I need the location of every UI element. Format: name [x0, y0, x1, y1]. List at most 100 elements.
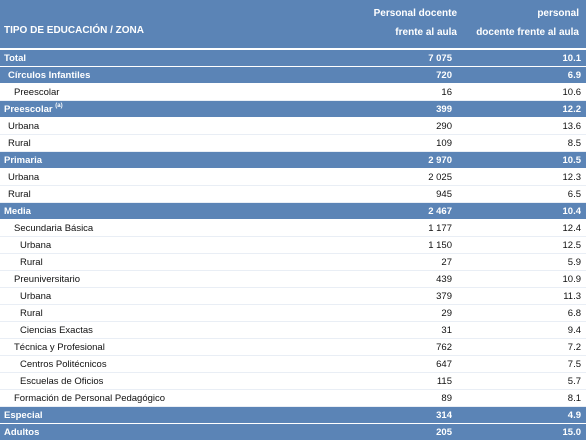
table-row: Urbana 290 13.6	[0, 118, 586, 135]
row-personal-docente: 29	[441, 307, 452, 319]
row-label: Rural	[20, 256, 43, 268]
row-label-cell: Urbana	[0, 121, 322, 132]
table-header: TIPO DE EDUCACIÓN / ZONA Personal docent…	[0, 0, 586, 50]
row-label-cell: Media	[0, 206, 322, 217]
row-label: Urbana	[20, 290, 52, 302]
table-row: Rural 29 6.8	[0, 305, 586, 322]
table-row: Primaria 2 970 10.5	[0, 152, 586, 169]
table-row: Rural 109 8.5	[0, 135, 586, 152]
row-label: Urbana	[8, 171, 40, 183]
row-label-cell: Ciencias Exactas	[0, 325, 322, 336]
row-personal-docente: 205	[436, 426, 452, 438]
row-label: Ciencias Exactas	[20, 324, 93, 336]
row-relacion-alumno-docente: 5.9	[567, 256, 581, 268]
row-label: Preuniversitario	[14, 273, 80, 285]
row-personal-docente: 647	[436, 358, 452, 370]
row-relacion-alumno-docente: 7.5	[567, 358, 581, 370]
row-label: Rural	[20, 307, 43, 319]
row-relacion-alumno-docente: 10.1	[562, 52, 582, 64]
row-label: Primaria	[4, 154, 43, 166]
row-relacion-alumno-docente: 12.2	[562, 103, 582, 115]
row-personal-docente: 379	[436, 290, 452, 302]
row-relacion-alumno-docente: 6.8	[567, 307, 581, 319]
table-row: Preuniversitario 439 10.9	[0, 271, 586, 288]
row-label-cell: Rural	[0, 308, 322, 319]
row-personal-docente: 439	[436, 273, 452, 285]
table-row: Rural 27 5.9	[0, 254, 586, 271]
row-relacion-alumno-docente: 12.3	[562, 171, 582, 183]
row-relacion-alumno-docente: 7.2	[567, 341, 581, 353]
header-relacion-line1: Relación alumno/ personal	[537, 8, 579, 19]
row-personal-docente: 27	[441, 256, 452, 268]
table-row: Ciencias Exactas 31 9.4	[0, 322, 586, 339]
header-personal-docente-line2: frente al aula	[395, 27, 457, 38]
row-label-cell: Urbana	[0, 172, 322, 183]
row-label-cell: Adultos	[0, 427, 322, 438]
row-personal-docente: 762	[436, 341, 452, 353]
row-personal-docente: 109	[436, 137, 452, 149]
row-label: Urbana	[8, 120, 40, 132]
table-row: Preescolar 16 10.6	[0, 84, 586, 101]
row-relacion-alumno-docente: 6.5	[567, 188, 581, 200]
row-relacion-alumno-docente: 12.4	[562, 222, 582, 234]
row-label-cell: Círculos Infantiles	[0, 70, 322, 81]
table-row: Media 2 467 10.4	[0, 203, 586, 220]
row-relacion-alumno-docente: 12.5	[562, 239, 582, 251]
row-relacion-alumno-docente: 10.9	[562, 273, 582, 285]
row-footnote-marker: (a)	[55, 102, 63, 109]
row-label-cell: Técnica y Profesional	[0, 342, 322, 353]
row-relacion-alumno-docente: 10.6	[562, 86, 582, 98]
header-relacion-line2: docente frente al aula	[476, 27, 579, 38]
row-personal-docente: 314	[436, 409, 452, 421]
row-label-cell: Preescolar	[0, 87, 322, 98]
header-relacion-alumno-docente: Relación alumno/ personal docente frente…	[457, 0, 584, 48]
row-label: Escuelas de Oficios	[20, 375, 104, 387]
table-row: Rural 945 6.5	[0, 186, 586, 203]
table-row: Preescolar (a) 399 12.2	[0, 101, 586, 118]
row-personal-docente: 89	[441, 392, 452, 404]
row-relacion-alumno-docente: 13.6	[562, 120, 582, 132]
row-label: Secundaria Básica	[14, 222, 94, 234]
row-personal-docente: 399	[436, 103, 452, 115]
row-label-cell: Urbana	[0, 240, 322, 251]
table-row: Adultos 205 15.0	[0, 424, 586, 441]
table-row: Escuelas de Oficios 115 5.7	[0, 373, 586, 390]
row-label-cell: Rural	[0, 189, 322, 200]
row-relacion-alumno-docente: 15.0	[562, 426, 582, 438]
row-personal-docente: 2 467	[428, 205, 452, 217]
table-row: Secundaria Básica 1 177 12.4	[0, 220, 586, 237]
row-label: Formación de Personal Pedagógico	[14, 392, 166, 404]
row-label-cell: Primaria	[0, 155, 322, 166]
table-body: Total 7 075 10.1 Círculos Infantiles 720 6.9 P…	[0, 50, 586, 441]
table-row: Técnica y Profesional 762 7.2	[0, 339, 586, 356]
row-personal-docente: 115	[436, 375, 452, 387]
table-row: Especial 314 4.9	[0, 407, 586, 424]
row-relacion-alumno-docente: 10.5	[562, 154, 582, 166]
row-label: Círculos Infantiles	[8, 69, 91, 81]
row-relacion-alumno-docente: 4.9	[567, 409, 581, 421]
table-row: Total 7 075 10.1	[0, 50, 586, 67]
row-personal-docente: 31	[441, 324, 452, 336]
table-row: Urbana 1 150 12.5	[0, 237, 586, 254]
table-row: Urbana 2 025 12.3	[0, 169, 586, 186]
row-personal-docente: 945	[436, 188, 452, 200]
row-label-cell: Formación de Personal Pedagógico	[0, 393, 322, 404]
row-label-cell: Preuniversitario	[0, 274, 322, 285]
row-relacion-alumno-docente: 8.5	[567, 137, 581, 149]
row-label-cell: Total	[0, 53, 322, 64]
row-personal-docente: 720	[436, 69, 452, 81]
row-personal-docente: 7 075	[428, 52, 452, 64]
table-row: Formación de Personal Pedagógico 89 8.1	[0, 390, 586, 407]
row-label-cell: Urbana	[0, 291, 322, 302]
header-tipo-educacion-zona: TIPO DE EDUCACIÓN / ZONA	[4, 25, 145, 36]
row-personal-docente: 2 970	[428, 154, 452, 166]
row-relacion-alumno-docente: 5.7	[567, 375, 581, 387]
row-label: Especial	[4, 409, 43, 421]
table-row: Centros Politécnicos 647 7.5	[0, 356, 586, 373]
row-label: Preescolar	[14, 86, 60, 98]
row-label: Rural	[8, 188, 31, 200]
row-personal-docente: 16	[441, 86, 452, 98]
table-row: Urbana 379 11.3	[0, 288, 586, 305]
row-label: Preescolar	[4, 103, 53, 115]
